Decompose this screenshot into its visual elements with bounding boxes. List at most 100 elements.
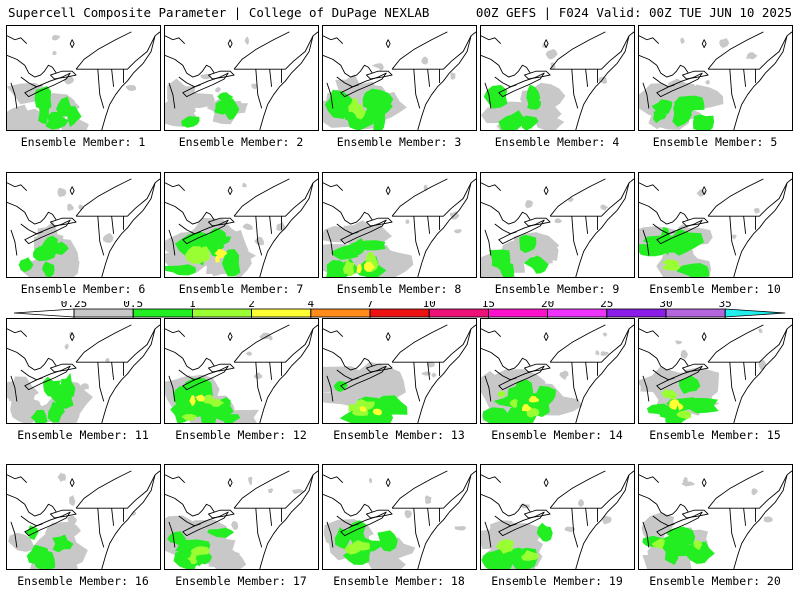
colorbar-segment: [191, 308, 252, 318]
ensemble-panel: [6, 25, 161, 131]
scp-mid-shading: [482, 379, 557, 423]
header-left-title: Supercell Composite Parameter | College …: [8, 5, 430, 20]
ensemble-panel: [480, 172, 635, 278]
ensemble-member-label: Ensemble Member: 18: [333, 574, 465, 588]
colorbar-svg: 0.25 0.5 1 2 4 7 10 15 20 25 30 35: [13, 301, 786, 319]
ensemble-member-label: Ensemble Member: 19: [491, 574, 623, 588]
ensemble-member-label: Ensemble Member: 4: [494, 135, 620, 149]
basemap-outline: [481, 324, 634, 423]
ensemble-member-label: Ensemble Member: 20: [649, 574, 781, 588]
basemap-outline: [165, 31, 318, 130]
ensemble-map: [323, 31, 476, 130]
ensemble-panel: [6, 172, 161, 278]
ensemble-map: [7, 324, 160, 423]
scp-high-shading: [344, 540, 371, 555]
colorbar-segment: [428, 308, 489, 318]
ensemble-member-label: Ensemble Member: 12: [175, 428, 307, 442]
ensemble-member-label: Ensemble Member: 3: [336, 135, 462, 149]
colorbar-segment: [369, 308, 430, 318]
ensemble-map: [323, 178, 476, 277]
scp-high-shading: [497, 390, 540, 418]
scp-peak-shading: [522, 395, 540, 412]
scp-peak-shading: [214, 248, 228, 263]
colorbar-segment: [665, 308, 726, 318]
basemap-outline: [323, 470, 476, 569]
scp-peak-shading: [669, 399, 684, 411]
ensemble-member-label: Ensemble Member: 7: [178, 282, 304, 296]
ensemble-panel: [6, 318, 161, 424]
scp-mid-shading: [181, 92, 240, 128]
basemap-outline: [165, 470, 318, 569]
colorbar-tick-label: 0.5: [123, 301, 143, 310]
colorbar-tick-label: 15: [482, 301, 495, 310]
ensemble-member-label: Ensemble Member: 11: [17, 428, 149, 442]
basemap-outline: [7, 178, 160, 277]
scp-mid-shading: [489, 234, 549, 277]
scp-high-shading: [660, 389, 692, 420]
basemap-outline: [639, 31, 792, 130]
ensemble-panel: [638, 172, 793, 278]
ensemble-map: [323, 324, 476, 423]
ensemble-map: [165, 470, 318, 569]
ensemble-member-label: Ensemble Member: 17: [175, 574, 307, 588]
ensemble-map: [7, 31, 160, 130]
colorbar-tick-label: 30: [659, 301, 672, 310]
colorbar-tick-label: 0.25: [61, 301, 88, 310]
ensemble-member-label: Ensemble Member: 6: [20, 282, 146, 296]
ensemble-panel: [638, 25, 793, 131]
basemap-outline: [481, 31, 634, 130]
scp-high-shading: [348, 98, 366, 120]
colorbar-tick-label: 4: [307, 301, 314, 310]
basemap-outline: [323, 178, 476, 277]
basemap-outline: [7, 324, 160, 423]
colorbar: 0.25 0.5 1 2 4 7 10 15 20 25 30 35: [0, 301, 800, 331]
scp-mid-shading: [24, 525, 74, 569]
colorbar-tick-label: 20: [541, 301, 554, 310]
ensemble-map: [165, 178, 318, 277]
ensemble-map: [7, 470, 160, 569]
ensemble-map: [165, 31, 318, 130]
ensemble-member-label: Ensemble Member: 8: [336, 282, 462, 296]
ensemble-panel: [638, 464, 793, 570]
ensemble-panel: [480, 318, 635, 424]
colorbar-segment: [606, 308, 667, 318]
ensemble-panel: [480, 25, 635, 131]
scp-peak-shading: [359, 406, 382, 416]
ensemble-map: [639, 178, 792, 277]
basemap-outline: [7, 470, 160, 569]
scp-mid-shading: [18, 235, 69, 277]
scp-high-shading: [185, 246, 210, 264]
scp-mid-shading: [34, 85, 82, 130]
basemap-outline: [165, 324, 318, 423]
basemap-outline: [7, 31, 160, 130]
ensemble-panel: [6, 464, 161, 570]
basemap-outline: [639, 178, 792, 277]
colorbar-segment: [547, 308, 608, 318]
ensemble-panel: [322, 172, 477, 278]
colorbar-segment: [487, 308, 548, 318]
ensemble-panel: [322, 25, 477, 131]
colorbar-segment: [73, 308, 134, 318]
ensemble-panel: [164, 318, 319, 424]
ensemble-panel: [638, 318, 793, 424]
ensemble-map: [481, 31, 634, 130]
scp-peak-shading: [356, 261, 375, 274]
colorbar-tick-label: 25: [600, 301, 613, 310]
ensemble-map: [7, 178, 160, 277]
colorbar-tick-label: 10: [423, 301, 436, 310]
ensemble-map: [323, 470, 476, 569]
scp-high-shading: [651, 538, 702, 551]
scp-high-shading: [343, 251, 379, 277]
ensemble-member-label: Ensemble Member: 5: [652, 135, 778, 149]
basemap-outline: [165, 178, 318, 277]
colorbar-tick-label: 7: [367, 301, 374, 310]
ensemble-map: [165, 324, 318, 423]
ensemble-member-label: Ensemble Member: 2: [178, 135, 304, 149]
basemap-outline: [323, 324, 476, 423]
ensemble-member-label: Ensemble Member: 1: [20, 135, 146, 149]
colorbar-left-arrow: [13, 308, 75, 318]
ensemble-panel: [164, 464, 319, 570]
ensemble-panel: [322, 464, 477, 570]
colorbar-segment: [310, 308, 371, 318]
ensemble-panel: [164, 172, 319, 278]
